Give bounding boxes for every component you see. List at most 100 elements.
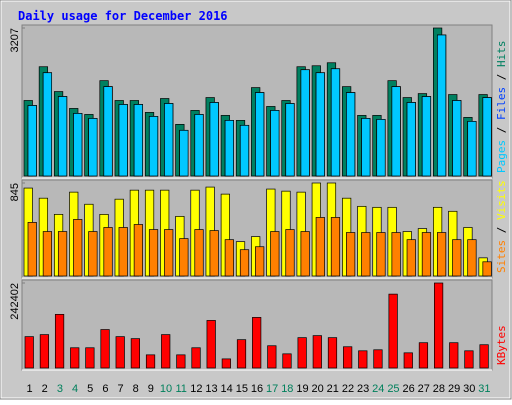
bar (270, 110, 280, 177)
bar (358, 350, 368, 369)
bar (206, 320, 216, 369)
bar (267, 345, 277, 369)
bar (300, 231, 310, 277)
x-tick-label: 10 (160, 383, 172, 395)
x-tick-label: 12 (190, 383, 202, 395)
bar (239, 249, 250, 277)
bar (297, 337, 307, 369)
x-tick-label: 22 (342, 383, 354, 395)
bar (437, 34, 447, 177)
bar (54, 314, 65, 369)
bar (118, 104, 128, 177)
bar (118, 227, 128, 277)
bar (391, 86, 401, 177)
bar (70, 347, 80, 369)
bar (300, 69, 310, 177)
bar (88, 231, 98, 277)
bar (194, 114, 204, 177)
bar (115, 336, 125, 369)
bar (39, 334, 50, 369)
x-tick-label: 27 (418, 383, 430, 395)
bar (270, 231, 280, 277)
bar (73, 113, 83, 177)
bar (315, 217, 325, 277)
bar (57, 96, 68, 177)
bar (388, 293, 398, 369)
bar (27, 222, 37, 277)
bar (479, 344, 489, 369)
bar (42, 72, 53, 177)
bar (255, 92, 265, 177)
legend-separator: / (495, 220, 508, 240)
x-tick-label: 15 (236, 383, 248, 395)
bar (376, 232, 386, 277)
bar (100, 329, 110, 369)
x-tick-label: 11 (175, 383, 186, 395)
y-tick-label: 845 (9, 183, 21, 201)
bar (361, 232, 371, 277)
bar (418, 342, 429, 369)
bar (437, 232, 447, 277)
bar (133, 224, 143, 277)
x-tick-label: 24 (372, 383, 384, 395)
bar (209, 230, 219, 277)
bar (330, 217, 341, 277)
bar (221, 358, 231, 369)
bar (315, 72, 325, 177)
bar (285, 103, 295, 177)
bar (346, 92, 356, 177)
legend: KBytes (495, 325, 508, 365)
bar (373, 349, 383, 369)
legend-entry: Sites (495, 240, 508, 273)
bar (361, 118, 371, 177)
legend-entry: Pages (495, 140, 508, 173)
bar (236, 339, 247, 369)
x-tick-label: 1 (27, 383, 33, 395)
bar (133, 104, 143, 177)
x-tick-label: 20 (312, 383, 324, 395)
bar (88, 118, 98, 177)
bar (312, 335, 322, 369)
bar (103, 227, 113, 277)
x-tick-label: 26 (402, 383, 414, 395)
bar (239, 124, 250, 177)
bar (224, 120, 234, 177)
bar (161, 334, 171, 369)
bar (103, 86, 113, 177)
bar (343, 346, 353, 369)
x-tick-label: 28 (433, 383, 445, 395)
bar (467, 239, 477, 277)
bar (464, 350, 474, 369)
x-tick-label: 13 (205, 383, 217, 395)
x-tick-label: 3 (57, 383, 63, 395)
x-tick-label: 18 (281, 383, 293, 395)
bar (194, 229, 204, 277)
x-tick-label: 19 (296, 383, 308, 395)
x-tick-label: 31 (478, 383, 490, 395)
x-tick-label: 9 (148, 383, 154, 395)
x-tick-label: 29 (448, 383, 460, 395)
legend-separator: / (495, 67, 508, 87)
bar (449, 342, 459, 369)
bar (179, 129, 189, 177)
bar (209, 102, 219, 177)
bar (148, 116, 159, 177)
legend-entry: KBytes (495, 325, 508, 365)
bar (252, 317, 262, 369)
bar (391, 232, 401, 277)
bar (145, 354, 156, 369)
legend-separator: / (495, 120, 508, 140)
bar (85, 347, 95, 369)
legend-entry: Hits (495, 41, 508, 68)
bar (164, 103, 174, 177)
bar (27, 105, 37, 177)
bar (482, 97, 492, 177)
bar (403, 352, 413, 369)
x-tick-label: 2 (42, 383, 48, 395)
legend-entry: Visits (495, 180, 508, 220)
bar (421, 232, 432, 277)
bar (406, 239, 416, 277)
bar (285, 229, 295, 277)
legend: Pages / Files / Hits (495, 41, 508, 174)
